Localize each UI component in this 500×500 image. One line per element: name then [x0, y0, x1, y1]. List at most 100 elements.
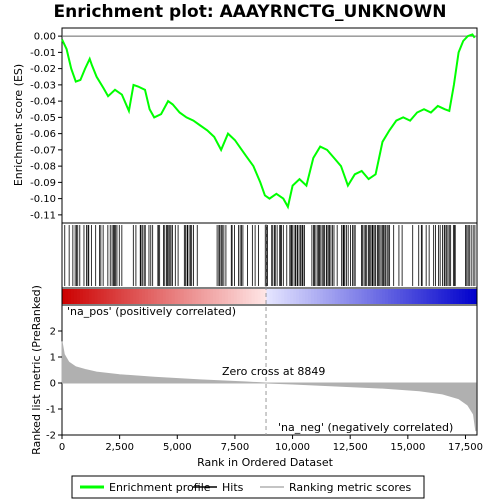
rank-color-segment [325, 289, 330, 304]
rank-color-segment [213, 289, 217, 304]
rank-color-segment [399, 289, 404, 304]
es-y-tick-label: -0.10 [30, 194, 56, 205]
rank-color-segment [100, 289, 104, 304]
es-y-tick-label: -0.07 [30, 145, 56, 156]
rank-color-segment [468, 289, 472, 304]
rank-color-segment [145, 289, 149, 304]
x-axis-label: Rank in Ordered Dataset [197, 456, 334, 469]
metric-y-tick-label: 1 [50, 353, 56, 364]
rank-color-segment [127, 289, 131, 304]
rank-color-segment [73, 289, 78, 304]
rank-color-segment [180, 289, 185, 304]
rank-color-segment [334, 289, 339, 304]
rank-color-segment [287, 289, 291, 304]
rank-color-segment [239, 289, 244, 304]
rank-color-segment [210, 289, 214, 304]
rank-color-segment [109, 289, 113, 304]
rank-color-segment [361, 289, 365, 304]
es-y-tick-label: -0.11 [30, 210, 56, 221]
es-y-tick-label: -0.05 [30, 113, 56, 124]
rank-color-segment [118, 289, 122, 304]
rank-color-segment [355, 289, 359, 304]
rank-color-segment [474, 289, 478, 304]
rank-color-segment [192, 289, 196, 304]
rank-color-segment [165, 289, 170, 304]
rank-color-segment [331, 289, 336, 304]
legend-label: Hits [222, 481, 244, 494]
es-y-tick-label: -0.08 [30, 162, 56, 173]
metric-y-ticks: -2 -1 0 1 2 [46, 327, 62, 442]
rank-color-segment [168, 289, 173, 304]
rank-color-segment [186, 289, 190, 304]
rank-color-segment [459, 289, 463, 304]
rank-color-segment [150, 289, 155, 304]
x-tick-label: 5,000 [163, 442, 192, 453]
rank-color-segment [414, 289, 419, 304]
rank-color-segment [251, 289, 256, 304]
metric-y-tick-label: 0 [50, 379, 56, 390]
rank-color-segment [444, 289, 448, 304]
rank-color-segment [394, 289, 398, 304]
rank-color-segment [441, 289, 445, 304]
rank-color-segment [177, 289, 182, 304]
rank-color-segment [305, 289, 309, 304]
rank-color-segment [153, 289, 158, 304]
rank-color-segment [343, 289, 348, 304]
rank-color-segment [64, 289, 69, 304]
rank-color-segment [328, 289, 333, 304]
rank-color-segment [388, 289, 392, 304]
rank-color-segment [228, 289, 232, 304]
rank-color-segment [219, 289, 223, 304]
metric-y-tick-label: -1 [46, 405, 56, 416]
rank-color-segment [195, 289, 199, 304]
x-tick-label: 0 [59, 442, 65, 453]
rank-color-segment [346, 289, 351, 304]
rank-color-segment [254, 289, 259, 304]
rank-color-segment [337, 289, 342, 304]
rank-color-segment [266, 289, 270, 304]
rank-color-segment [79, 289, 84, 304]
rank-color-segment [183, 289, 187, 304]
rank-color-segment [278, 289, 282, 304]
rank-color-segment [302, 289, 306, 304]
rank-color-segment [349, 289, 353, 304]
rank-color-segment [88, 289, 93, 304]
rank-color-segment [189, 289, 193, 304]
legend-label: Enrichment profile [109, 481, 211, 494]
legend-box [71, 475, 425, 499]
zero-cross-label: Zero cross at 8849 [222, 365, 325, 378]
rank-color-segment [142, 289, 146, 304]
rank-color-segment [411, 289, 416, 304]
rank-color-segment [367, 289, 371, 304]
rank-color-segment [222, 289, 226, 304]
rank-color-segment [162, 289, 167, 304]
rank-color-segment [447, 289, 451, 304]
rank-color-segment [453, 289, 457, 304]
es-y-tick-label: -0.04 [30, 97, 56, 108]
rank-color-segment [156, 289, 161, 304]
rank-color-segment [373, 289, 377, 304]
rank-color-segment [290, 289, 294, 304]
rank-color-segment [91, 289, 96, 304]
rank-color-segment [248, 289, 253, 304]
hits-panel-frame [61, 222, 478, 289]
rank-color-segment [97, 289, 102, 304]
rank-color-segment [402, 289, 407, 304]
rank-color-segment [293, 289, 297, 304]
rank-color-segment [420, 289, 425, 304]
es-y-tick-label: -0.06 [30, 129, 56, 140]
rank-color-segment [236, 289, 241, 304]
x-tick-label: 2,500 [105, 442, 134, 453]
rank-color-segment [133, 289, 137, 304]
rank-color-segment [417, 289, 422, 304]
rank-color-segment [364, 289, 368, 304]
rank-color-segment [438, 289, 442, 304]
rank-color-segment [139, 289, 143, 304]
metric-y-tick-label: 2 [50, 327, 56, 338]
es-y-axis-label: Enrichment score (ES) [12, 64, 25, 186]
rank-color-segment [396, 289, 401, 304]
es-y-tick-label: -0.09 [30, 178, 56, 189]
x-tick-label: 17,500 [448, 442, 483, 453]
es-y-tick-label: -0.02 [30, 64, 56, 75]
